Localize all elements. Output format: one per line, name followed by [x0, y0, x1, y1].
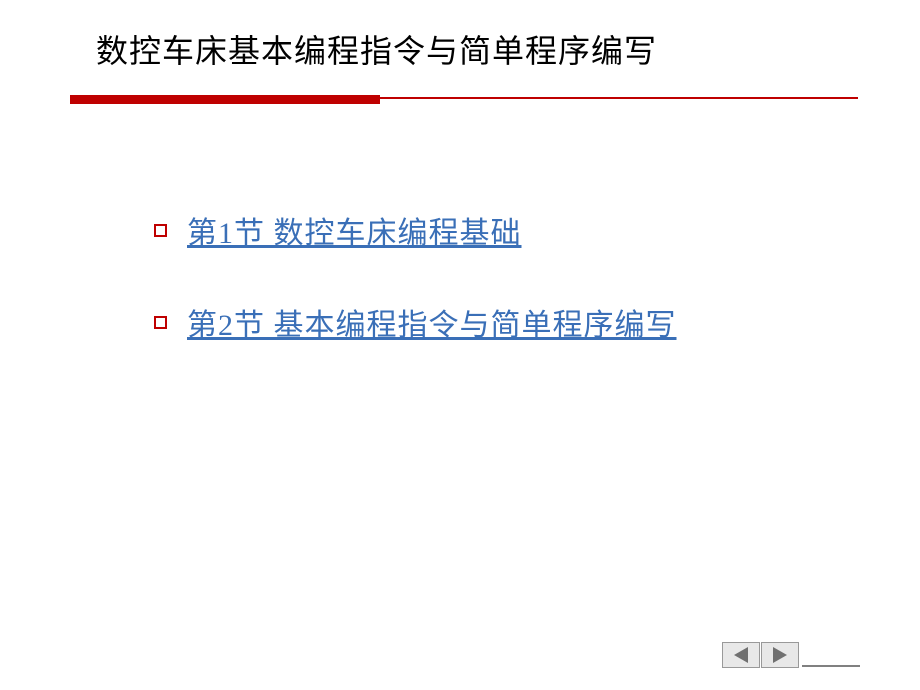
- underline-thin-line: [378, 97, 858, 99]
- slide-container: 数控车床基本编程指令与简单程序编写 第1节 数控车床编程基础 第2节 基本编程指…: [0, 0, 920, 690]
- list-item: 第1节 数控车床编程基础: [154, 208, 920, 252]
- arrow-right-icon: [773, 647, 787, 663]
- section-link-2[interactable]: 第2节 基本编程指令与简单程序编写: [187, 300, 677, 344]
- nav-line-decoration: [802, 665, 860, 667]
- content-area: 第1节 数控车床编程基础 第2节 基本编程指令与简单程序编写: [0, 108, 920, 344]
- bullet-icon: [154, 316, 167, 329]
- arrow-left-icon: [734, 647, 748, 663]
- title-area: 数控车床基本编程指令与简单程序编写: [0, 0, 920, 72]
- prev-button[interactable]: [722, 642, 760, 668]
- underline-thick-bar: [70, 95, 380, 104]
- list-item: 第2节 基本编程指令与简单程序编写: [154, 300, 920, 344]
- slide-title: 数控车床基本编程指令与简单程序编写: [96, 26, 920, 72]
- title-underline: [70, 90, 862, 108]
- nav-controls: [722, 642, 860, 668]
- section-link-1[interactable]: 第1节 数控车床编程基础: [187, 208, 522, 252]
- bullet-icon: [154, 224, 167, 237]
- next-button[interactable]: [761, 642, 799, 668]
